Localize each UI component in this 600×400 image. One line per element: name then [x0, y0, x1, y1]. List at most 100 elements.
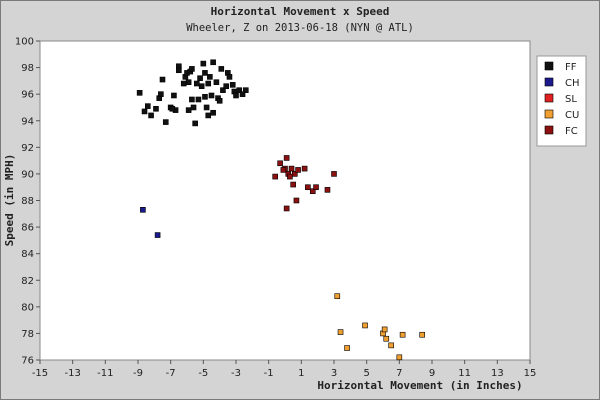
data-point-cu	[362, 322, 368, 329]
data-point-ff	[171, 92, 177, 99]
data-point-fc	[287, 173, 293, 180]
data-point-fc	[293, 197, 300, 204]
plot-area	[39, 40, 531, 361]
y-tick-label: 86	[21, 223, 34, 234]
data-point-fc	[301, 165, 308, 172]
data-point-fc	[295, 167, 301, 173]
legend-label-sl: SL	[565, 94, 577, 105]
data-point-ff	[169, 105, 176, 112]
data-point-ff	[226, 74, 233, 80]
data-point-fc	[305, 184, 311, 191]
legend-label-cu: CU	[565, 110, 579, 121]
data-point-ff	[236, 87, 243, 93]
data-point-ch	[140, 207, 146, 213]
x-tick-label: -13	[64, 368, 80, 379]
legend: FF CH SL CU FC	[536, 55, 587, 147]
x-tick-label: -15	[32, 368, 48, 379]
x-tick-label: 1	[298, 368, 304, 379]
data-point-cu	[396, 354, 403, 361]
data-point-ff	[189, 66, 195, 72]
data-point-ff	[197, 75, 203, 82]
x-tick-label: 7	[396, 368, 402, 379]
data-point-ff	[136, 90, 143, 96]
data-point-ff	[195, 96, 202, 103]
data-point-ff	[223, 83, 229, 89]
data-point-fc	[283, 205, 290, 212]
data-point-ff	[205, 80, 212, 87]
x-tick-label: 13	[491, 368, 504, 379]
y-tick-label: 78	[21, 329, 34, 340]
data-point-ff	[208, 92, 215, 99]
data-point-fc	[291, 171, 298, 177]
legend-swatch-ff	[544, 61, 554, 71]
x-tick-label: 5	[363, 368, 369, 379]
legend-label-fc: FC	[565, 126, 578, 137]
legend-swatch-sl	[544, 93, 554, 103]
data-point-ff	[148, 112, 154, 119]
y-tick-label: 88	[21, 196, 34, 207]
data-point-ff	[180, 80, 187, 87]
data-point-ff	[218, 66, 225, 72]
x-tick-label: -9	[133, 368, 143, 379]
data-point-ff	[239, 91, 246, 97]
x-tick-label: -3	[231, 368, 241, 379]
data-point-fc	[324, 187, 331, 193]
data-point-ff	[194, 80, 200, 87]
y-tick-label: 100	[15, 37, 34, 48]
x-tick-label: -7	[166, 368, 176, 379]
data-point-cu	[334, 293, 341, 300]
data-point-ff	[216, 98, 223, 104]
legend-swatch-ch	[544, 77, 554, 87]
y-axis-label: Speed (in MPH)	[3, 154, 16, 247]
data-point-ff	[185, 79, 192, 86]
x-tick-label: -5	[198, 368, 208, 379]
y-tick-label: 82	[21, 276, 34, 287]
legend-label-ch: CH	[565, 78, 580, 89]
data-point-ff	[210, 59, 216, 66]
data-point-ff	[159, 76, 166, 83]
data-point-fc	[313, 184, 319, 191]
y-tick-label: 90	[21, 169, 34, 180]
data-point-cu	[344, 345, 350, 351]
y-tick-label: 84	[21, 249, 34, 260]
data-point-fc	[280, 167, 287, 173]
y-tick-label: 98	[21, 63, 34, 74]
data-point-ff	[162, 119, 169, 125]
data-point-ff	[185, 107, 192, 113]
legend-label-ff: FF	[565, 62, 577, 73]
x-tick-label: 3	[331, 368, 337, 379]
y-tick-label: 76	[21, 356, 34, 367]
data-point-fc	[309, 188, 316, 194]
legend-swatch-fc	[544, 125, 554, 135]
data-point-ff	[176, 67, 182, 74]
data-point-fc	[331, 171, 337, 177]
data-point-ff	[198, 83, 205, 89]
data-point-ff	[243, 87, 249, 93]
data-point-ch	[154, 232, 161, 238]
legend-box	[536, 55, 587, 147]
data-point-ff	[220, 87, 226, 93]
x-axis-label: Horizontal Movement (in Inches)	[317, 379, 522, 392]
data-point-ff	[229, 82, 236, 88]
data-point-ff	[200, 60, 207, 67]
data-point-ff	[158, 91, 164, 97]
chart-title: Horizontal Movement x Speed	[211, 5, 390, 18]
y-tick-label: 80	[21, 302, 34, 313]
data-point-cu	[399, 331, 406, 338]
data-point-ff	[189, 96, 195, 103]
x-tick-label: -1	[264, 368, 274, 379]
data-points	[136, 59, 426, 361]
chart-subtitle: Wheeler, Z on 2013-06-18 (NYN @ ATL)	[186, 22, 414, 34]
data-point-ff	[202, 94, 208, 100]
data-point-fc	[288, 165, 295, 172]
data-point-ff	[205, 112, 212, 119]
data-point-ff	[202, 70, 208, 76]
x-tick-label: 11	[458, 368, 471, 379]
x-tick-label: 15	[524, 368, 537, 379]
data-point-ff	[192, 120, 198, 127]
data-point-ff	[203, 104, 210, 111]
y-axis-ticks: 76 78 80 82 84 86 88 90 92 94 96 98 100	[15, 37, 40, 367]
data-point-cu	[388, 342, 394, 349]
data-point-ff	[210, 109, 216, 116]
